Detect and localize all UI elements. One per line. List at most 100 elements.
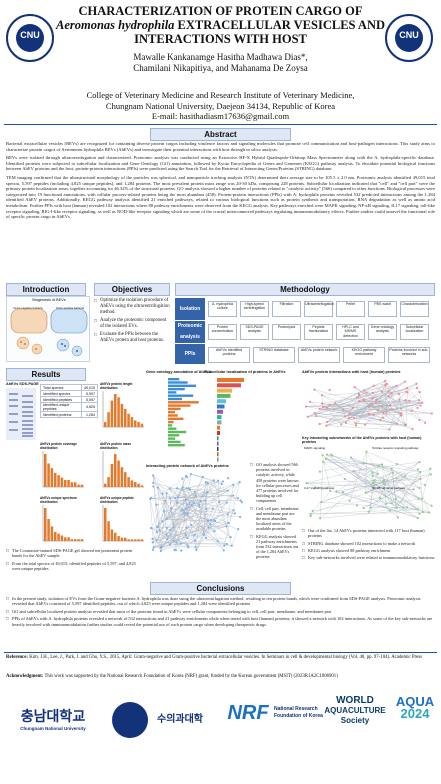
network-node — [166, 537, 169, 541]
network-node — [230, 544, 233, 547]
network-node — [325, 453, 329, 456]
network-node — [152, 481, 155, 484]
network-node — [353, 385, 356, 389]
network-node — [314, 486, 317, 489]
network-node — [374, 401, 378, 404]
mini-bar — [130, 539, 134, 541]
subcell-bar — [217, 431, 220, 435]
vet-college-emblem-icon — [112, 702, 148, 738]
network-node — [408, 399, 411, 403]
mini-bar — [140, 423, 144, 427]
method-step: Ultracentrifugation — [304, 301, 334, 317]
network-node — [372, 479, 376, 482]
network-node — [322, 460, 325, 463]
network-node — [155, 539, 158, 542]
go-bar — [168, 391, 177, 394]
network-node — [232, 494, 235, 497]
method-step: AhEVs protein network — [298, 347, 340, 363]
mini-bar — [47, 463, 50, 487]
mini-distribution-chart — [42, 451, 84, 488]
network-node — [382, 482, 386, 486]
network-node — [419, 477, 422, 480]
method-row-label-isolation: Isolation — [175, 298, 205, 320]
network-node — [168, 487, 171, 490]
mini-bar — [127, 413, 130, 427]
subcell-bar — [217, 441, 219, 446]
network-node — [304, 405, 308, 408]
network-node — [400, 414, 403, 417]
subcell-bar — [217, 420, 222, 425]
network-node — [223, 544, 226, 547]
network-node — [226, 513, 229, 516]
mini-bar — [117, 397, 120, 427]
cnu-logo-subtext: Chungnam National University — [20, 726, 86, 731]
network-node — [369, 506, 372, 509]
network-node — [174, 549, 177, 552]
summary-row: Identified proteins 1,284 — [40, 411, 98, 418]
method-step: AhEVs identified proteins — [208, 347, 250, 363]
network-node — [371, 471, 374, 474]
network-node — [395, 506, 398, 509]
network-node — [229, 536, 232, 539]
was-logo: WORLD AQUACULTURE Society — [324, 695, 386, 726]
network-node — [420, 497, 424, 500]
network-node — [365, 450, 368, 453]
network-node — [390, 502, 393, 505]
network-node — [159, 547, 162, 550]
network-node — [176, 487, 179, 490]
mini-bar — [47, 519, 50, 541]
sds-page-gel — [6, 388, 36, 440]
network-node — [387, 395, 390, 398]
network-node — [404, 475, 407, 478]
objectives-list: Optimize the isolation procedure of AhEV… — [94, 298, 170, 346]
results-left-bullets: The Coomassie-stained SDS-PAGE gel showe… — [6, 548, 142, 573]
network-node — [232, 483, 235, 486]
subcell-bar — [217, 383, 241, 388]
summary-label: Identified unique peptides — [40, 402, 82, 412]
mini-bar — [77, 539, 80, 541]
network-node — [376, 472, 379, 475]
mini-bar — [104, 483, 107, 487]
result-bullet: KEGG analysis showed 88 pathway enrichme… — [302, 548, 436, 554]
network-node — [225, 525, 228, 528]
go-bar — [168, 427, 177, 430]
network-node — [423, 484, 427, 487]
cnu-left-logo-icon: CNU — [6, 14, 54, 62]
network-node — [164, 499, 167, 502]
subnet-label: NF-κB signaling pathway — [372, 486, 406, 490]
subcell-bar — [217, 452, 219, 457]
network-node — [384, 379, 387, 382]
network-node — [194, 546, 197, 549]
network-node — [328, 403, 331, 406]
network-node — [416, 406, 419, 409]
mini-bar — [130, 480, 134, 487]
network-node — [328, 388, 331, 392]
network-node — [190, 503, 193, 506]
method-step: Gene ontology analysis — [368, 324, 397, 340]
network-node — [329, 489, 332, 493]
nrf-logo-subtext: National Research Foundation of Korea — [274, 706, 323, 719]
footer-logos: 충남대학교 Chungnam National University 수의과대학… — [0, 692, 441, 784]
go-chart — [168, 378, 199, 447]
network-node — [186, 512, 189, 515]
subcell-title: Subcellular localization of proteins in … — [205, 370, 286, 374]
network-node — [155, 530, 159, 534]
reference: Reference: Kim, J.H., Lee, J., Park, J. … — [6, 655, 422, 660]
ppi-host-title: AhEVs protein interactions with host (hu… — [302, 370, 401, 374]
mini-bar — [64, 537, 67, 541]
network-node — [151, 548, 155, 551]
mini-distribution-chart — [42, 505, 84, 542]
introduction-figure: Biogenesis of BEVs Gram-negative bacteri… — [6, 296, 90, 362]
mini-bar — [57, 533, 60, 541]
method-step: Protein concentration — [208, 324, 237, 340]
network-node — [206, 482, 209, 485]
objective-item: Optimize the isolation procedure of AhEV… — [94, 298, 170, 316]
method-step: KEGG pathway enrichment — [343, 347, 385, 363]
go-bar — [168, 430, 187, 434]
go-bar — [168, 407, 181, 411]
mini-bar — [124, 408, 127, 427]
conclusions-list: In the present study, isolation of EVs f… — [6, 596, 435, 629]
result-bullet: The Coomassie-stained SDS-PAGE gel showe… — [6, 548, 142, 559]
go-bar — [168, 378, 180, 381]
network-node — [348, 499, 351, 502]
